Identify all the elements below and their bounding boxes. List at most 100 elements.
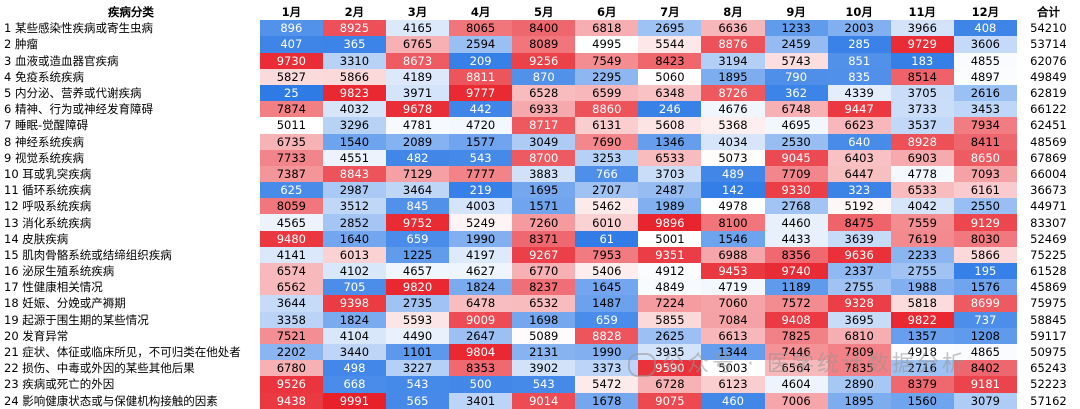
value-cell: 7777 — [449, 165, 513, 183]
value-cell: 489 — [701, 165, 765, 183]
total-cell: 58845 — [1030, 312, 1067, 327]
value-cell: 1357 — [890, 327, 954, 344]
value-cell: 2233 — [890, 246, 954, 263]
value-cell: 9014 — [512, 392, 576, 409]
value-cell: 5472 — [575, 376, 639, 393]
total-cell: 75975 — [1030, 296, 1067, 311]
value-cell: 246 — [638, 101, 702, 118]
value-cell: 4165 — [385, 20, 450, 37]
value-cell: 2755 — [827, 279, 891, 296]
value-cell: 8673 — [385, 52, 450, 69]
table-row: 3 血液或造血器官疾病 9730 3310 8673 209 9256 7549 8423 31… — [2, 52, 1080, 69]
value-cell: 9820 — [385, 279, 450, 296]
value-cell: 1895 — [701, 68, 765, 85]
value-cell: 4034 — [701, 133, 765, 150]
value-cell: 7690 — [575, 133, 639, 150]
value-cell: 1546 — [701, 230, 765, 247]
value-cell: 6528 — [512, 84, 576, 102]
total-cell: 54210 — [1030, 21, 1067, 36]
value-cell: 8400 — [512, 20, 576, 37]
value-cell: 7260 — [512, 214, 576, 231]
value-cell: 3512 — [322, 198, 386, 215]
value-cell: 1678 — [575, 392, 639, 409]
value-cell: 6403 — [827, 149, 891, 166]
value-cell: 482 — [385, 149, 450, 166]
value-cell: 4042 — [890, 198, 954, 215]
value-cell: 9480 — [259, 230, 323, 247]
value-cell: 6161 — [953, 182, 1017, 199]
value-cell: 9453 — [701, 263, 765, 280]
table-row: 8 神经系统疾病 6735 1540 2089 1577 3049 7690 1346 4034… — [2, 133, 1080, 150]
value-cell: 7559 — [890, 214, 954, 231]
total-cell: 44971 — [1030, 199, 1067, 214]
row-label: 19 起源于围生期的某些情况 — [4, 312, 149, 327]
value-cell: 6574 — [259, 263, 323, 280]
value-cell: 4849 — [638, 279, 702, 296]
value-cell: 3883 — [512, 165, 576, 183]
table-row: 11 循环系统疾病 625 2987 3464 219 1695 2707 2487 142 93… — [2, 182, 1080, 199]
value-cell: 6780 — [259, 360, 323, 377]
row-label: 14 皮肤疾病 — [4, 231, 69, 246]
value-cell: 9267 — [512, 246, 576, 263]
value-cell: 1990 — [449, 230, 513, 247]
value-cell: 5060 — [638, 68, 702, 85]
row-label: 10 耳或乳突疾病 — [4, 166, 92, 181]
value-cell: 9729 — [890, 36, 954, 53]
value-cell: 7387 — [259, 165, 323, 183]
value-cell: 9896 — [638, 214, 702, 231]
value-cell: 1576 — [953, 279, 1017, 296]
value-cell: 9009 — [449, 311, 513, 328]
row-label: 18 妊娠、分娩或产褥期 — [4, 296, 126, 311]
total-cell: 49849 — [1030, 69, 1067, 84]
value-cell: 870 — [512, 68, 576, 85]
value-cell: 5368 — [701, 117, 765, 134]
value-cell: 498 — [322, 360, 386, 377]
table-row: 23 疾病或死亡的外因 9526 668 543 500 543 5472 6728 6123 4… — [2, 376, 1080, 393]
value-cell: 5406 — [575, 263, 639, 280]
value-cell: 3733 — [890, 101, 954, 118]
row-label: 8 神经系统疾病 — [4, 134, 84, 149]
value-cell: 4604 — [764, 376, 828, 393]
table-row: 4 免疫系统疾病 5827 5866 4189 8811 870 2295 5060 1895 7… — [2, 68, 1080, 85]
value-cell: 7549 — [575, 52, 639, 69]
table-row: 1 某些感染性疾病或寄生虫病 896 8925 4165 8065 8400 6818 269… — [2, 20, 1080, 37]
header-month: 2月 — [322, 4, 386, 21]
value-cell: 7084 — [701, 311, 765, 328]
value-cell: 4720 — [449, 117, 513, 134]
value-cell: 8700 — [512, 149, 576, 166]
value-cell: 8356 — [764, 246, 828, 263]
value-cell: 7825 — [764, 327, 828, 344]
value-cell: 8100 — [701, 214, 765, 231]
value-cell: 8717 — [512, 117, 576, 134]
value-cell: 2707 — [575, 182, 639, 199]
value-cell: 5001 — [638, 230, 702, 247]
value-cell: 323 — [827, 182, 891, 199]
value-cell: 835 — [827, 68, 891, 85]
value-cell: 5608 — [638, 117, 702, 134]
row-label: 12 呼吸系统疾病 — [4, 199, 92, 214]
row-label: 1 某些感染性疾病或寄生虫病 — [4, 21, 153, 36]
value-cell: 9678 — [385, 101, 450, 118]
value-cell: 543 — [512, 376, 576, 393]
total-cell: 48569 — [1030, 134, 1067, 149]
header-month: 7月 — [638, 4, 702, 21]
value-cell: 659 — [385, 230, 450, 247]
value-cell: 6613 — [701, 327, 765, 344]
value-cell: 500 — [449, 376, 513, 393]
value-cell: 3644 — [259, 295, 323, 312]
value-cell: 1988 — [890, 279, 954, 296]
value-cell: 3373 — [575, 360, 639, 377]
table-row: 7 睡眠-觉醒障碍 5011 3296 4781 4720 8717 6131 5608 536… — [2, 117, 1080, 134]
value-cell: 3639 — [827, 230, 891, 247]
value-cell: 4897 — [953, 68, 1017, 85]
value-cell: 2755 — [890, 263, 954, 280]
row-label: 5 内分泌、营养或代谢疾病 — [4, 86, 142, 101]
value-cell: 7809 — [827, 343, 891, 361]
value-cell: 3935 — [638, 343, 702, 361]
table-row: 19 起源于围生期的某些情况 3358 1824 5593 9009 1698 659 585… — [2, 311, 1080, 328]
value-cell: 8423 — [638, 52, 702, 69]
value-cell: 25 — [259, 84, 323, 102]
value-cell: 9590 — [638, 360, 702, 377]
value-cell: 8843 — [322, 165, 386, 183]
